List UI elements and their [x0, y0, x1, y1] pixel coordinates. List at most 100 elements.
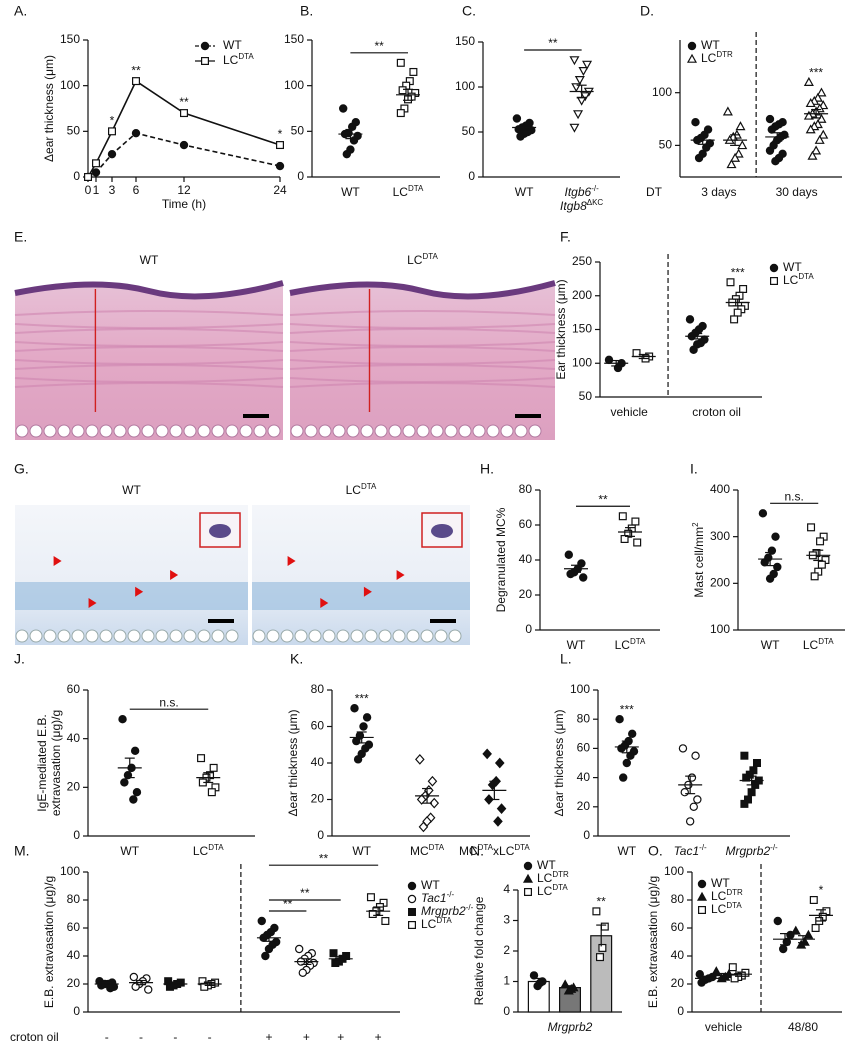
collagen: [289, 341, 556, 347]
adipocyte: [332, 424, 346, 438]
adipocyte: [57, 629, 71, 643]
y-tick-label: 100: [652, 85, 672, 99]
y-axis-label: Δear thickness (μm): [42, 55, 56, 162]
legend-label: WT: [421, 878, 440, 892]
data-point: [689, 345, 698, 354]
data-point: [429, 797, 440, 809]
data-point: [516, 132, 525, 141]
arrowhead: [88, 598, 97, 608]
text-run: LC: [421, 917, 437, 931]
y-tick-label: 100: [664, 864, 684, 878]
panel-letter: I.: [690, 461, 698, 477]
data-point: [747, 788, 756, 797]
data-point: [331, 958, 340, 967]
data-point: [619, 773, 628, 782]
y-tick-label: 0: [317, 828, 324, 842]
adipocyte: [294, 629, 308, 643]
image-label: LCDTA: [407, 252, 438, 268]
text-run: Tac1: [674, 844, 700, 858]
adipocyte: [444, 424, 458, 438]
legend-marker: [408, 920, 417, 929]
superscript: DTA: [208, 843, 224, 852]
data-point: [810, 572, 819, 581]
data-point: [512, 114, 522, 123]
data-point: [765, 146, 775, 155]
significance: ***: [809, 65, 823, 79]
data-point: [396, 109, 405, 118]
data-point: [129, 972, 139, 982]
adipocyte: [318, 424, 332, 438]
collagen: [14, 377, 284, 383]
adipocyte: [252, 629, 266, 643]
superscript: -/-: [591, 184, 599, 193]
data-point: [427, 775, 438, 787]
data-point: [740, 799, 749, 808]
superscript: -/-: [770, 843, 778, 852]
data-point: [728, 963, 737, 972]
collagen: [289, 364, 556, 370]
y-tick-label: 20: [67, 780, 81, 794]
legend-label: LCDTR: [537, 870, 569, 886]
x-prefix-label: croton oil: [10, 1030, 59, 1044]
adipocyte: [374, 424, 388, 438]
x-tick-label: LCDTA: [615, 637, 646, 653]
y-tick-label: 100: [710, 622, 730, 636]
image-label: WT: [140, 253, 159, 267]
adipocyte: [43, 629, 57, 643]
data-point: [352, 736, 361, 746]
x-tick-label: +: [265, 1030, 272, 1044]
adipocyte: [71, 629, 85, 643]
significance: **: [283, 897, 293, 911]
data-point: [107, 149, 117, 159]
y-tick-label: 50: [579, 389, 593, 403]
y-tick-label: 1: [503, 974, 510, 988]
x-tick-label: croton oil: [692, 405, 741, 419]
data-point: [818, 129, 829, 139]
superscript: DTA: [630, 637, 646, 646]
x-tick-label: Itgb6-/-: [565, 184, 600, 200]
adipocyte: [71, 424, 85, 438]
arrowhead: [287, 556, 296, 566]
data-point: [118, 715, 127, 724]
panel-letter: D.: [640, 3, 654, 19]
y-tick-label: 50: [462, 124, 476, 138]
data-point: [484, 794, 494, 805]
data-point: [353, 755, 363, 764]
data-point: [563, 985, 574, 995]
data-point: [803, 76, 814, 86]
y-tick-label: 20: [671, 976, 685, 990]
data-point: [604, 355, 614, 365]
text-run: LC: [193, 844, 209, 858]
y-axis-label: Mast cell/mm2: [691, 522, 707, 598]
x-tick-label: 6: [133, 183, 140, 197]
data-point: [533, 981, 542, 991]
adipocyte: [458, 424, 472, 438]
significance: ***: [731, 265, 745, 279]
y-axis-label: IgE-mediated E.B.: [35, 714, 49, 811]
data-point: [758, 509, 768, 518]
text-run: Mrgprb2: [725, 844, 770, 858]
data-point: [130, 746, 140, 756]
y-tick-label: 80: [311, 682, 325, 696]
x-tick-label: WT: [515, 185, 534, 199]
x-tick-label: 3 days: [701, 185, 736, 199]
adipocyte: [336, 629, 350, 643]
collagen: [14, 328, 284, 334]
data-point: [620, 534, 629, 543]
panel-letter: B.: [300, 3, 313, 19]
data-point: [730, 315, 739, 324]
superscript: DTA: [726, 901, 742, 910]
y-tick-label: 20: [577, 799, 591, 813]
data-point: [615, 715, 624, 724]
y-tick-label: 40: [67, 948, 81, 962]
adipocyte: [378, 629, 392, 643]
collagen: [14, 346, 284, 352]
x-tick-label: -: [105, 1030, 109, 1044]
y-tick-label: 100: [284, 78, 304, 92]
data-point: [494, 757, 505, 769]
adipocyte: [253, 424, 267, 438]
adipocyte: [127, 424, 141, 438]
x-tick-label: -: [139, 1030, 143, 1044]
adipocyte: [267, 424, 281, 438]
